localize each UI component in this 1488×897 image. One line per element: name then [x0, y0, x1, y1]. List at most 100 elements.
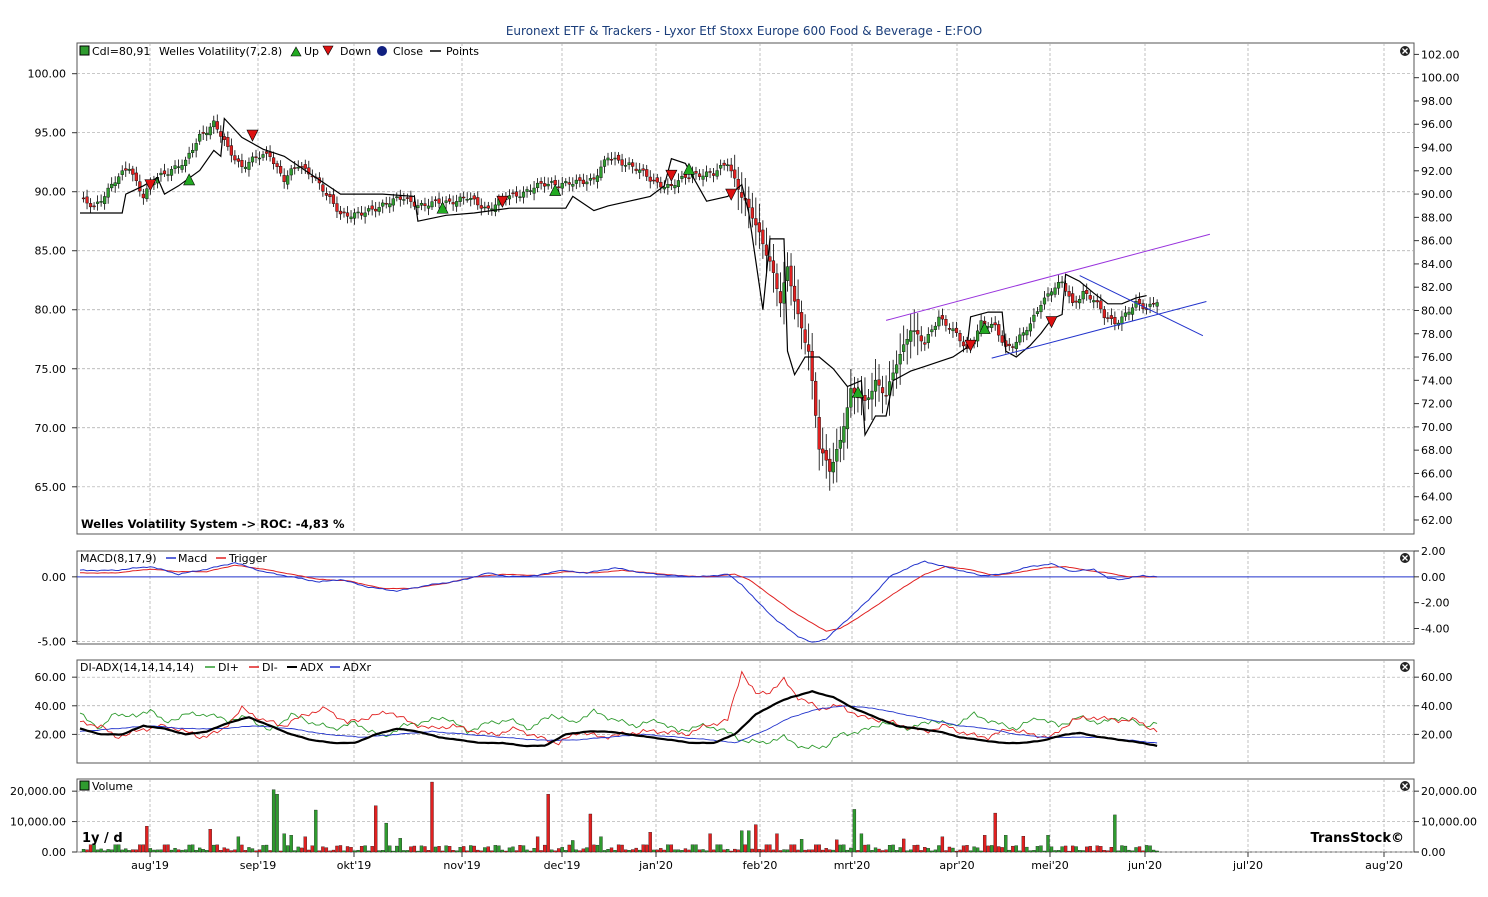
candle-up [250, 156, 255, 163]
volume-bar-up [599, 836, 603, 852]
candle-down [659, 181, 663, 188]
candle-down [592, 177, 596, 180]
candle-up [95, 201, 100, 204]
volume-bar-down [1102, 850, 1106, 852]
candle-down [85, 196, 89, 204]
candle-down [215, 121, 219, 130]
candle-up [912, 330, 916, 332]
volume-bar-up [356, 849, 360, 852]
candle-up [990, 323, 994, 328]
candle-up [680, 175, 684, 179]
candle-down [219, 131, 223, 137]
volume-bar-up [595, 844, 600, 852]
close-panel-button-volume[interactable] [1400, 781, 1410, 791]
candle-up [849, 388, 853, 408]
volume-bar-up [1035, 846, 1040, 852]
candle-down [303, 164, 307, 169]
volume-bar-up [1028, 850, 1033, 852]
candle-down [947, 328, 952, 330]
volume-bar-up [726, 849, 730, 852]
candle-up [103, 196, 107, 204]
candle-up [430, 201, 434, 208]
volume-bar-up [458, 847, 462, 852]
candle-up [1123, 312, 1128, 317]
candle-up [909, 330, 913, 342]
volume-bar-up [124, 848, 128, 852]
volume-bar-up [1130, 850, 1135, 852]
legend-cdl: Cdl=80,91 [92, 45, 150, 58]
volume-bar-down [141, 844, 146, 852]
candle-down [775, 273, 779, 290]
down-triangle-icon [322, 45, 334, 56]
candle-up [286, 175, 290, 185]
candle-down [814, 380, 818, 416]
volume-bar-up [1049, 846, 1054, 852]
candle-down [279, 165, 283, 174]
candle-down [307, 167, 311, 175]
up-triangle-icon [290, 46, 302, 57]
roc-annotation: Welles Volatility System -> ROC: -4,83 % [81, 517, 345, 531]
candle-down [472, 195, 476, 200]
volume-bar-down [828, 849, 832, 852]
right-tick-label: -4.00 [1421, 623, 1449, 636]
trendline [1079, 275, 1204, 337]
candle-down [863, 395, 867, 401]
volume-bar-down [542, 844, 547, 852]
candle-up [120, 170, 124, 175]
candle-up [166, 174, 170, 176]
volume-bar-up [532, 848, 536, 852]
close-circle-icon [377, 46, 387, 56]
volume-bar-up [550, 849, 554, 852]
candle-up [388, 203, 392, 208]
volume-bar-up [159, 849, 163, 852]
volume-bar-down [370, 846, 374, 852]
volume-bar-up [866, 844, 871, 852]
close-panel-button-price[interactable] [1400, 46, 1410, 56]
candle-up [951, 328, 955, 332]
volume-bar-up [1018, 850, 1022, 852]
volume-bar-down [884, 849, 888, 852]
candle-up [127, 168, 131, 171]
volume-bar-down [757, 849, 762, 852]
candle-down [1106, 317, 1110, 319]
volume-bar-down [328, 850, 332, 852]
volume-bar-up [377, 850, 381, 852]
candle-down [761, 229, 765, 245]
volume-bar-up [1056, 850, 1061, 852]
candle-up [638, 169, 642, 173]
volume-bar-down [300, 847, 304, 852]
chart-title: Euronext ETF & Trackers - Lyxor Etf Stox… [505, 24, 983, 38]
right-tick-label: 86.00 [1421, 235, 1453, 248]
volume-bar-up [264, 844, 269, 852]
volume-bar-down [662, 849, 666, 852]
candle-up [117, 176, 121, 184]
candle-up [1046, 293, 1050, 297]
x-tick-label: nov'19 [443, 859, 480, 872]
volume-bar-down [645, 844, 649, 852]
x-tick-label: dec'19 [544, 859, 581, 872]
candle-up [1155, 302, 1159, 307]
close-panel-button-adx[interactable] [1400, 662, 1410, 672]
volume-legend: Volume [79, 780, 133, 793]
candle-down [722, 162, 726, 166]
volume-bar-down [567, 844, 571, 852]
volume-bar-down [902, 838, 906, 852]
volume-bar-up [110, 849, 114, 852]
candle-down [796, 299, 800, 315]
candle-down [778, 291, 783, 304]
volume-bar-down [616, 844, 621, 852]
volume-bar-up [148, 848, 153, 852]
volume-bar-up [81, 848, 86, 852]
volume-bar-down [803, 849, 807, 852]
close-panel-button-macd[interactable] [1400, 553, 1410, 563]
volume-bar-down [993, 812, 997, 852]
candle-down [360, 212, 364, 216]
volume-bar-up [627, 850, 631, 852]
volume-bar-up [169, 849, 174, 852]
volume-bar-down [349, 847, 353, 852]
volume-bar-down [412, 845, 417, 852]
volume-bar-down [1092, 850, 1096, 852]
volume-bar-up [247, 847, 251, 852]
candle-down [1071, 293, 1075, 303]
candle-up [1053, 287, 1057, 295]
